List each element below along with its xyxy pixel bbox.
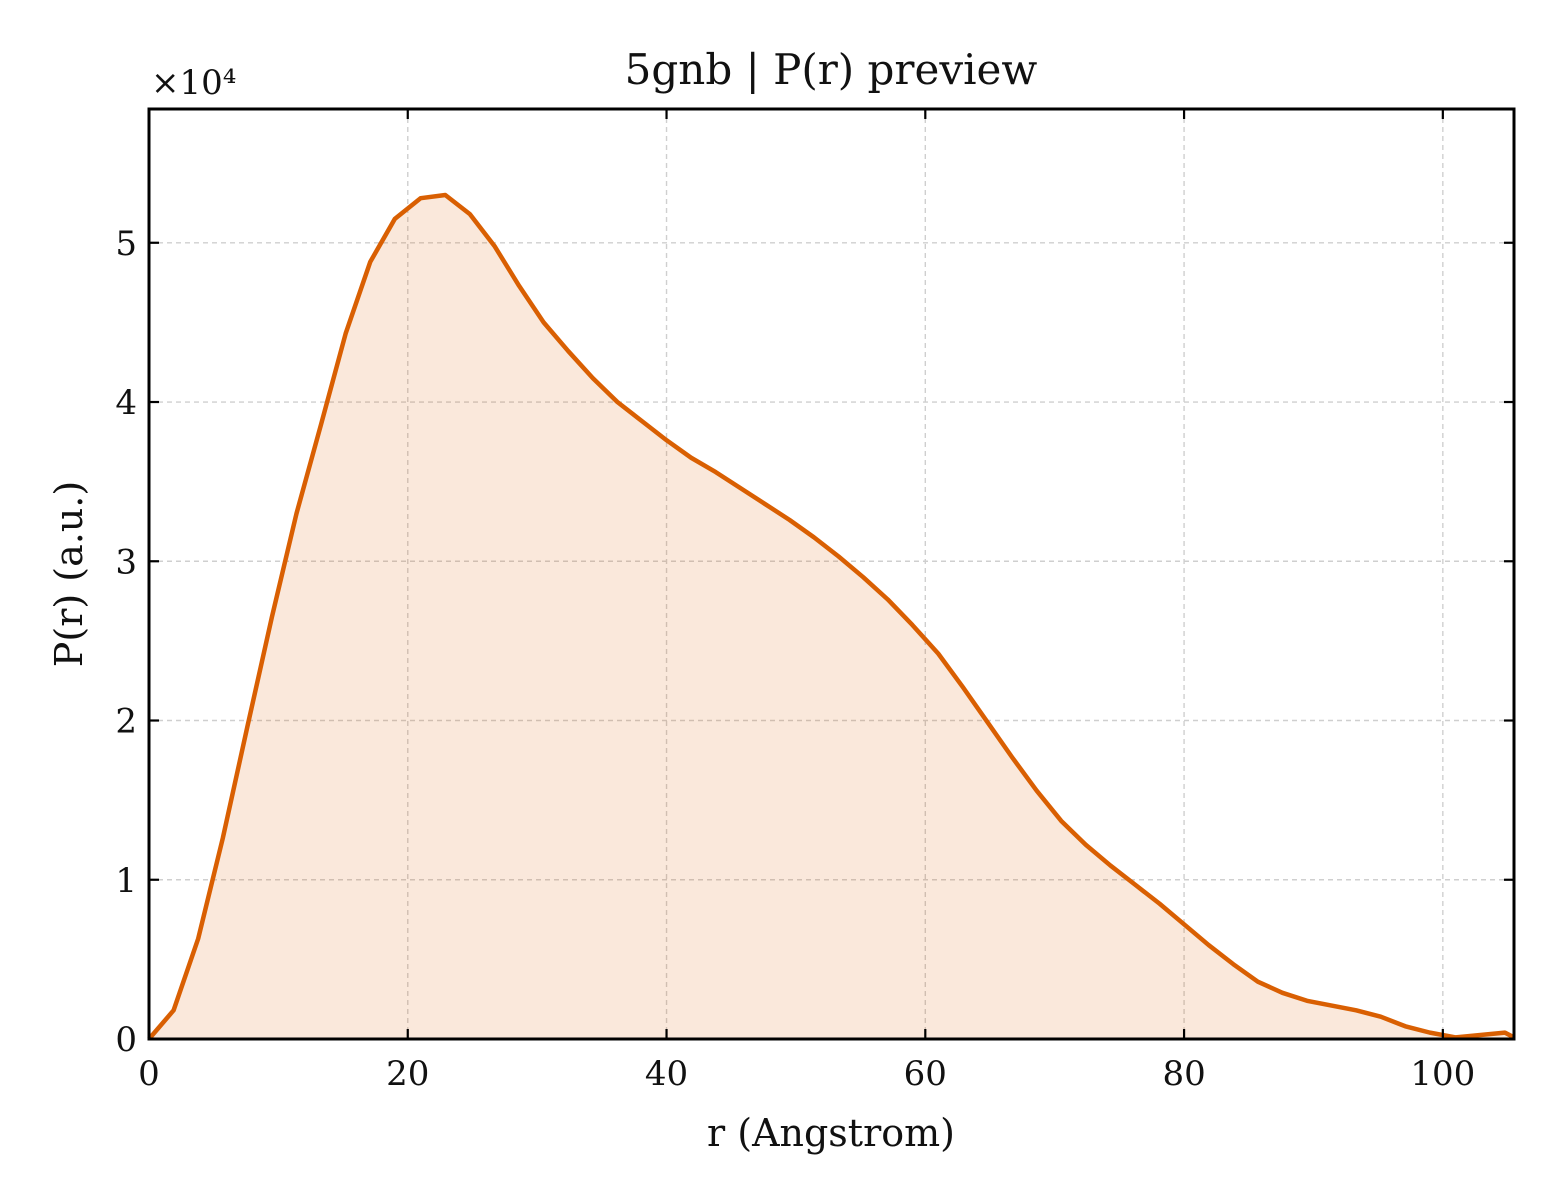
y-tick-label: 3 [115, 542, 137, 582]
y-scale-label: ×10⁴ [151, 63, 236, 103]
y-tick-label: 1 [115, 861, 137, 901]
y-tick-label: 2 [115, 702, 137, 742]
x-tick-label: 0 [138, 1054, 160, 1094]
y-tick-label: 0 [115, 1020, 137, 1060]
plot-frame [147, 107, 1516, 1041]
series-line [147, 192, 1516, 1041]
y-tick-label: 5 [115, 224, 137, 264]
y-axis-label: P(r) (a.u.) [47, 481, 91, 667]
grid-layer [149, 109, 1514, 1039]
ticks-layer: 0 20 40 60 80 100 0 1 2 3 4 5 [115, 109, 1514, 1094]
x-tick-label: 40 [645, 1054, 688, 1094]
x-tick-label: 20 [386, 1054, 429, 1094]
x-tick-label: 60 [904, 1054, 947, 1094]
chart-title: 5gnb | P(r) preview [625, 45, 1038, 94]
y-tick-label: 4 [115, 383, 137, 423]
x-tick-label: 80 [1162, 1054, 1205, 1094]
x-tick-label: 100 [1410, 1054, 1475, 1094]
area-fill [149, 194, 1514, 1040]
x-axis-label: r (Angstrom) [707, 1111, 955, 1155]
